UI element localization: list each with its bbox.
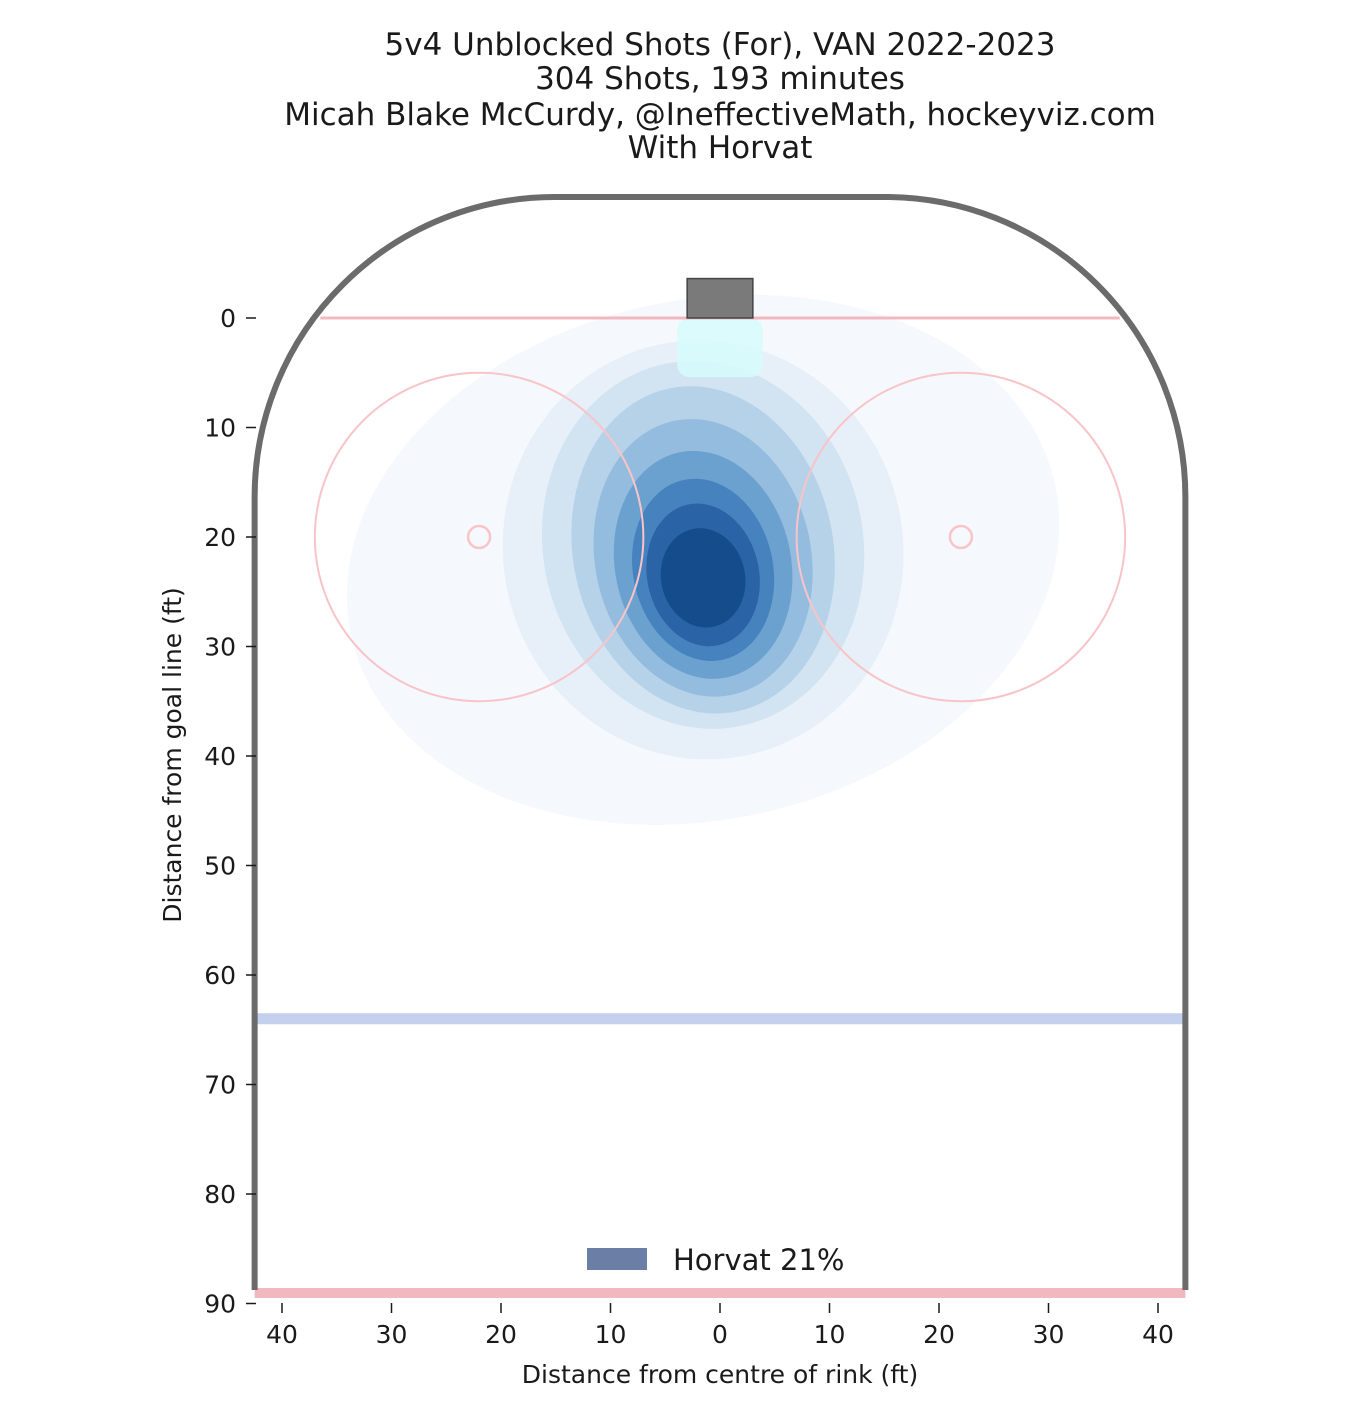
y-axis-label: Distance from goal line (ft) xyxy=(158,587,187,923)
x-tick-label: 30 xyxy=(1033,1320,1065,1349)
y-tick-label: 40 xyxy=(204,742,236,771)
y-tick-label: 0 xyxy=(220,304,236,333)
x-tick-label: 40 xyxy=(1142,1320,1174,1349)
rink-boards xyxy=(251,194,1189,1290)
legend-swatch xyxy=(587,1248,647,1270)
legend: Horvat 21% xyxy=(587,1243,844,1277)
chart-credit: Micah Blake McCurdy, @IneffectiveMath, h… xyxy=(284,97,1156,133)
chart-title: 5v4 Unblocked Shots (For), VAN 2022-2023 xyxy=(384,27,1056,63)
legend-label: Horvat 21% xyxy=(673,1243,844,1277)
shot-density xyxy=(346,294,1060,825)
y-tick-label: 50 xyxy=(204,852,236,881)
x-tick-label: 20 xyxy=(923,1320,955,1349)
faceoff-dot-right xyxy=(948,524,974,550)
x-tick-label: 10 xyxy=(595,1320,627,1349)
density-level-9 xyxy=(660,528,746,628)
faceoff-dot-left xyxy=(466,524,492,550)
y-tick-label: 90 xyxy=(204,1290,236,1319)
y-tick-label: 70 xyxy=(204,1071,236,1100)
faceoff-circle-left xyxy=(313,371,645,703)
y-tick-label: 10 xyxy=(204,414,236,443)
faceoff-circle-right xyxy=(795,371,1127,703)
y-tick-label: 80 xyxy=(204,1180,236,1209)
x-tick-label: 30 xyxy=(376,1320,408,1349)
goal-crease xyxy=(677,318,763,378)
x-tick-label: 10 xyxy=(814,1320,846,1349)
x-tick-label: 0 xyxy=(712,1320,728,1349)
x-tick-label: 40 xyxy=(266,1320,298,1349)
goal-net xyxy=(686,277,754,319)
axes: 0 10 20 30 40 50 60 70 80 90 40 30 20 10 0 10 20 30 40 xyxy=(204,304,1174,1349)
y-tick-label: 60 xyxy=(204,961,236,990)
y-tick-label: 20 xyxy=(204,523,236,552)
x-tick-label: 20 xyxy=(485,1320,517,1349)
x-axis-label: Distance from centre of rink (ft) xyxy=(522,1360,918,1389)
density-layers xyxy=(346,294,1060,825)
chart-filter: With Horvat xyxy=(627,130,813,166)
chart-subtitle: 304 Shots, 193 minutes xyxy=(535,61,905,97)
y-tick-label: 30 xyxy=(204,633,236,662)
rink-markings xyxy=(251,194,1189,1298)
